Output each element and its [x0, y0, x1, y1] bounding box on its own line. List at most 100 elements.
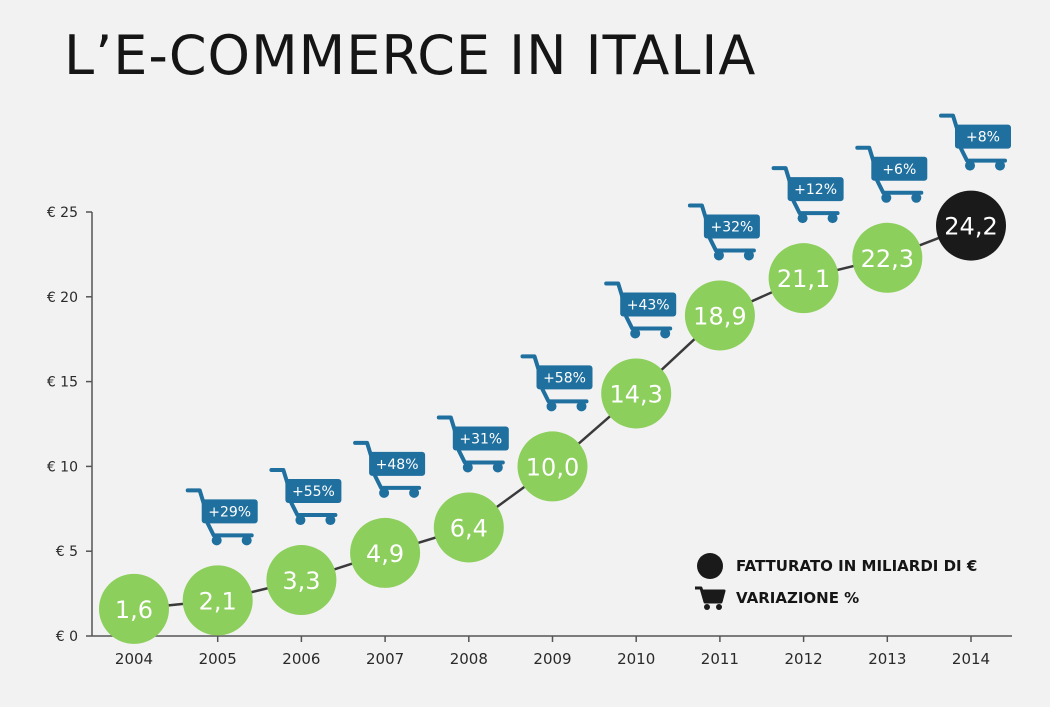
- cart-basket: [787, 177, 844, 202]
- cart-wheel: [211, 535, 222, 546]
- x-tick-label: 2011: [701, 650, 739, 668]
- shopping-cart-icon: +43%: [604, 281, 677, 339]
- variation-label: +6%: [882, 162, 916, 178]
- cart-handle: [855, 145, 876, 163]
- cart-wheel: [743, 250, 754, 261]
- legend-item-revenue: FATTURATO IN MILIARDI DI €: [690, 550, 977, 582]
- x-tick-label: 2012: [785, 650, 823, 668]
- cart-basket: [620, 292, 677, 317]
- cart-wheel: [881, 192, 892, 203]
- variation-label: +32%: [710, 219, 753, 235]
- data-point: [852, 222, 923, 293]
- ticks: € 0 € 5 € 10 € 15 € 20 € 25 2004 2005 2006 2007 20…: [47, 205, 990, 668]
- cart-frame: [540, 387, 589, 404]
- data-label: 22,3: [861, 245, 914, 273]
- x-tick-label: 2006: [282, 650, 320, 668]
- shopping-cart-icon: +48%: [353, 440, 426, 498]
- cart-wheel: [995, 160, 1005, 171]
- legend-label-revenue: FATTURATO IN MILIARDI DI €: [736, 557, 978, 575]
- cart-frame: [791, 199, 840, 216]
- cart-handle: [436, 415, 457, 433]
- cart-handle: [520, 354, 541, 372]
- cart-wheel: [241, 535, 252, 546]
- cart-wheel: [492, 462, 503, 473]
- data-label: 18,9: [693, 302, 746, 330]
- y-tick-label: € 5: [56, 544, 78, 560]
- cart-wheel: [409, 487, 420, 498]
- data-label: 4,9: [366, 540, 404, 568]
- cart-frame: [959, 146, 1007, 163]
- cart-frame: [205, 521, 254, 538]
- cart-wheel: [827, 213, 838, 224]
- shopping-cart-icon: +31%: [436, 415, 509, 473]
- variation-label: +48%: [376, 457, 419, 473]
- cart-handle: [939, 113, 959, 131]
- x-tick-label: 2008: [450, 650, 488, 668]
- data-label: 6,4: [450, 514, 488, 542]
- x-tick-label: 2004: [115, 650, 153, 668]
- variation-label: +58%: [543, 370, 586, 386]
- black-circle-icon: [690, 551, 730, 581]
- data-label: 14,3: [609, 380, 662, 408]
- x-tick-label: 2007: [366, 650, 404, 668]
- variation-label: +29%: [208, 504, 251, 520]
- cart-frame: [624, 314, 673, 331]
- x-tick-label: 2009: [533, 650, 571, 668]
- x-tick-label: 2010: [617, 650, 655, 668]
- data-label: 24,2: [944, 213, 997, 241]
- x-tick-label: 2013: [868, 650, 906, 668]
- variation-label: +8%: [966, 130, 1000, 146]
- cart-basket: [201, 499, 258, 524]
- cart-wheel: [630, 328, 641, 339]
- data-point: [517, 431, 588, 502]
- cart-basket: [452, 426, 509, 451]
- cart-frame: [373, 473, 422, 490]
- legend-item-variation: VARIAZIONE %: [690, 582, 977, 614]
- data-label: 1,6: [115, 596, 153, 624]
- shopping-cart-icon: [690, 584, 730, 612]
- cart-basket: [703, 214, 760, 239]
- data-point: [936, 190, 1006, 261]
- cart-wheel: [911, 192, 922, 203]
- series: 1,6 2,1 3,3 4,9 6,4 10,0 14,3 18,9 21,1 22,3 24,2: [99, 190, 1006, 644]
- cart-wheel: [462, 462, 473, 473]
- data-point: [182, 565, 253, 636]
- cart-wheel: [546, 401, 557, 412]
- cart-basket: [285, 479, 342, 504]
- x-tick-label: 2014: [952, 650, 990, 668]
- cart-wheel: [797, 213, 808, 224]
- shopping-cart-icon: +29%: [185, 488, 258, 546]
- data-point: [601, 358, 672, 429]
- cart-basket: [369, 451, 426, 476]
- data-label: 3,3: [282, 567, 320, 595]
- data-label: 21,1: [777, 265, 830, 293]
- data-point: [768, 243, 839, 314]
- x-tick-label: 2005: [199, 650, 237, 668]
- shopping-cart-icon: +58%: [520, 354, 593, 412]
- y-tick-label: € 10: [47, 459, 78, 475]
- data-point: [684, 280, 755, 351]
- variation-label: +12%: [794, 182, 837, 198]
- cart-handle: [771, 166, 792, 184]
- variation-label: +55%: [292, 484, 335, 500]
- shopping-cart-icon: +6%: [855, 145, 928, 203]
- shopping-cart-icon: +12%: [771, 166, 844, 224]
- cart-basket: [955, 124, 1011, 149]
- legend-label-variation: VARIAZIONE %: [736, 589, 860, 607]
- data-label: 2,1: [199, 587, 237, 615]
- cart-basket: [871, 156, 928, 181]
- cart-wheel: [576, 401, 587, 412]
- cart-wheel: [325, 515, 336, 526]
- cart-wheel: [379, 487, 390, 498]
- cart-wheel: [660, 328, 671, 339]
- cart-frame: [289, 501, 338, 518]
- cart-wheel: [295, 515, 306, 526]
- y-tick-label: € 15: [47, 375, 78, 391]
- cart-basket: [536, 365, 593, 390]
- cart-handle: [604, 281, 625, 299]
- cart-handle: [687, 203, 708, 221]
- cart-wheel: [965, 160, 975, 171]
- cart-frame: [875, 178, 924, 195]
